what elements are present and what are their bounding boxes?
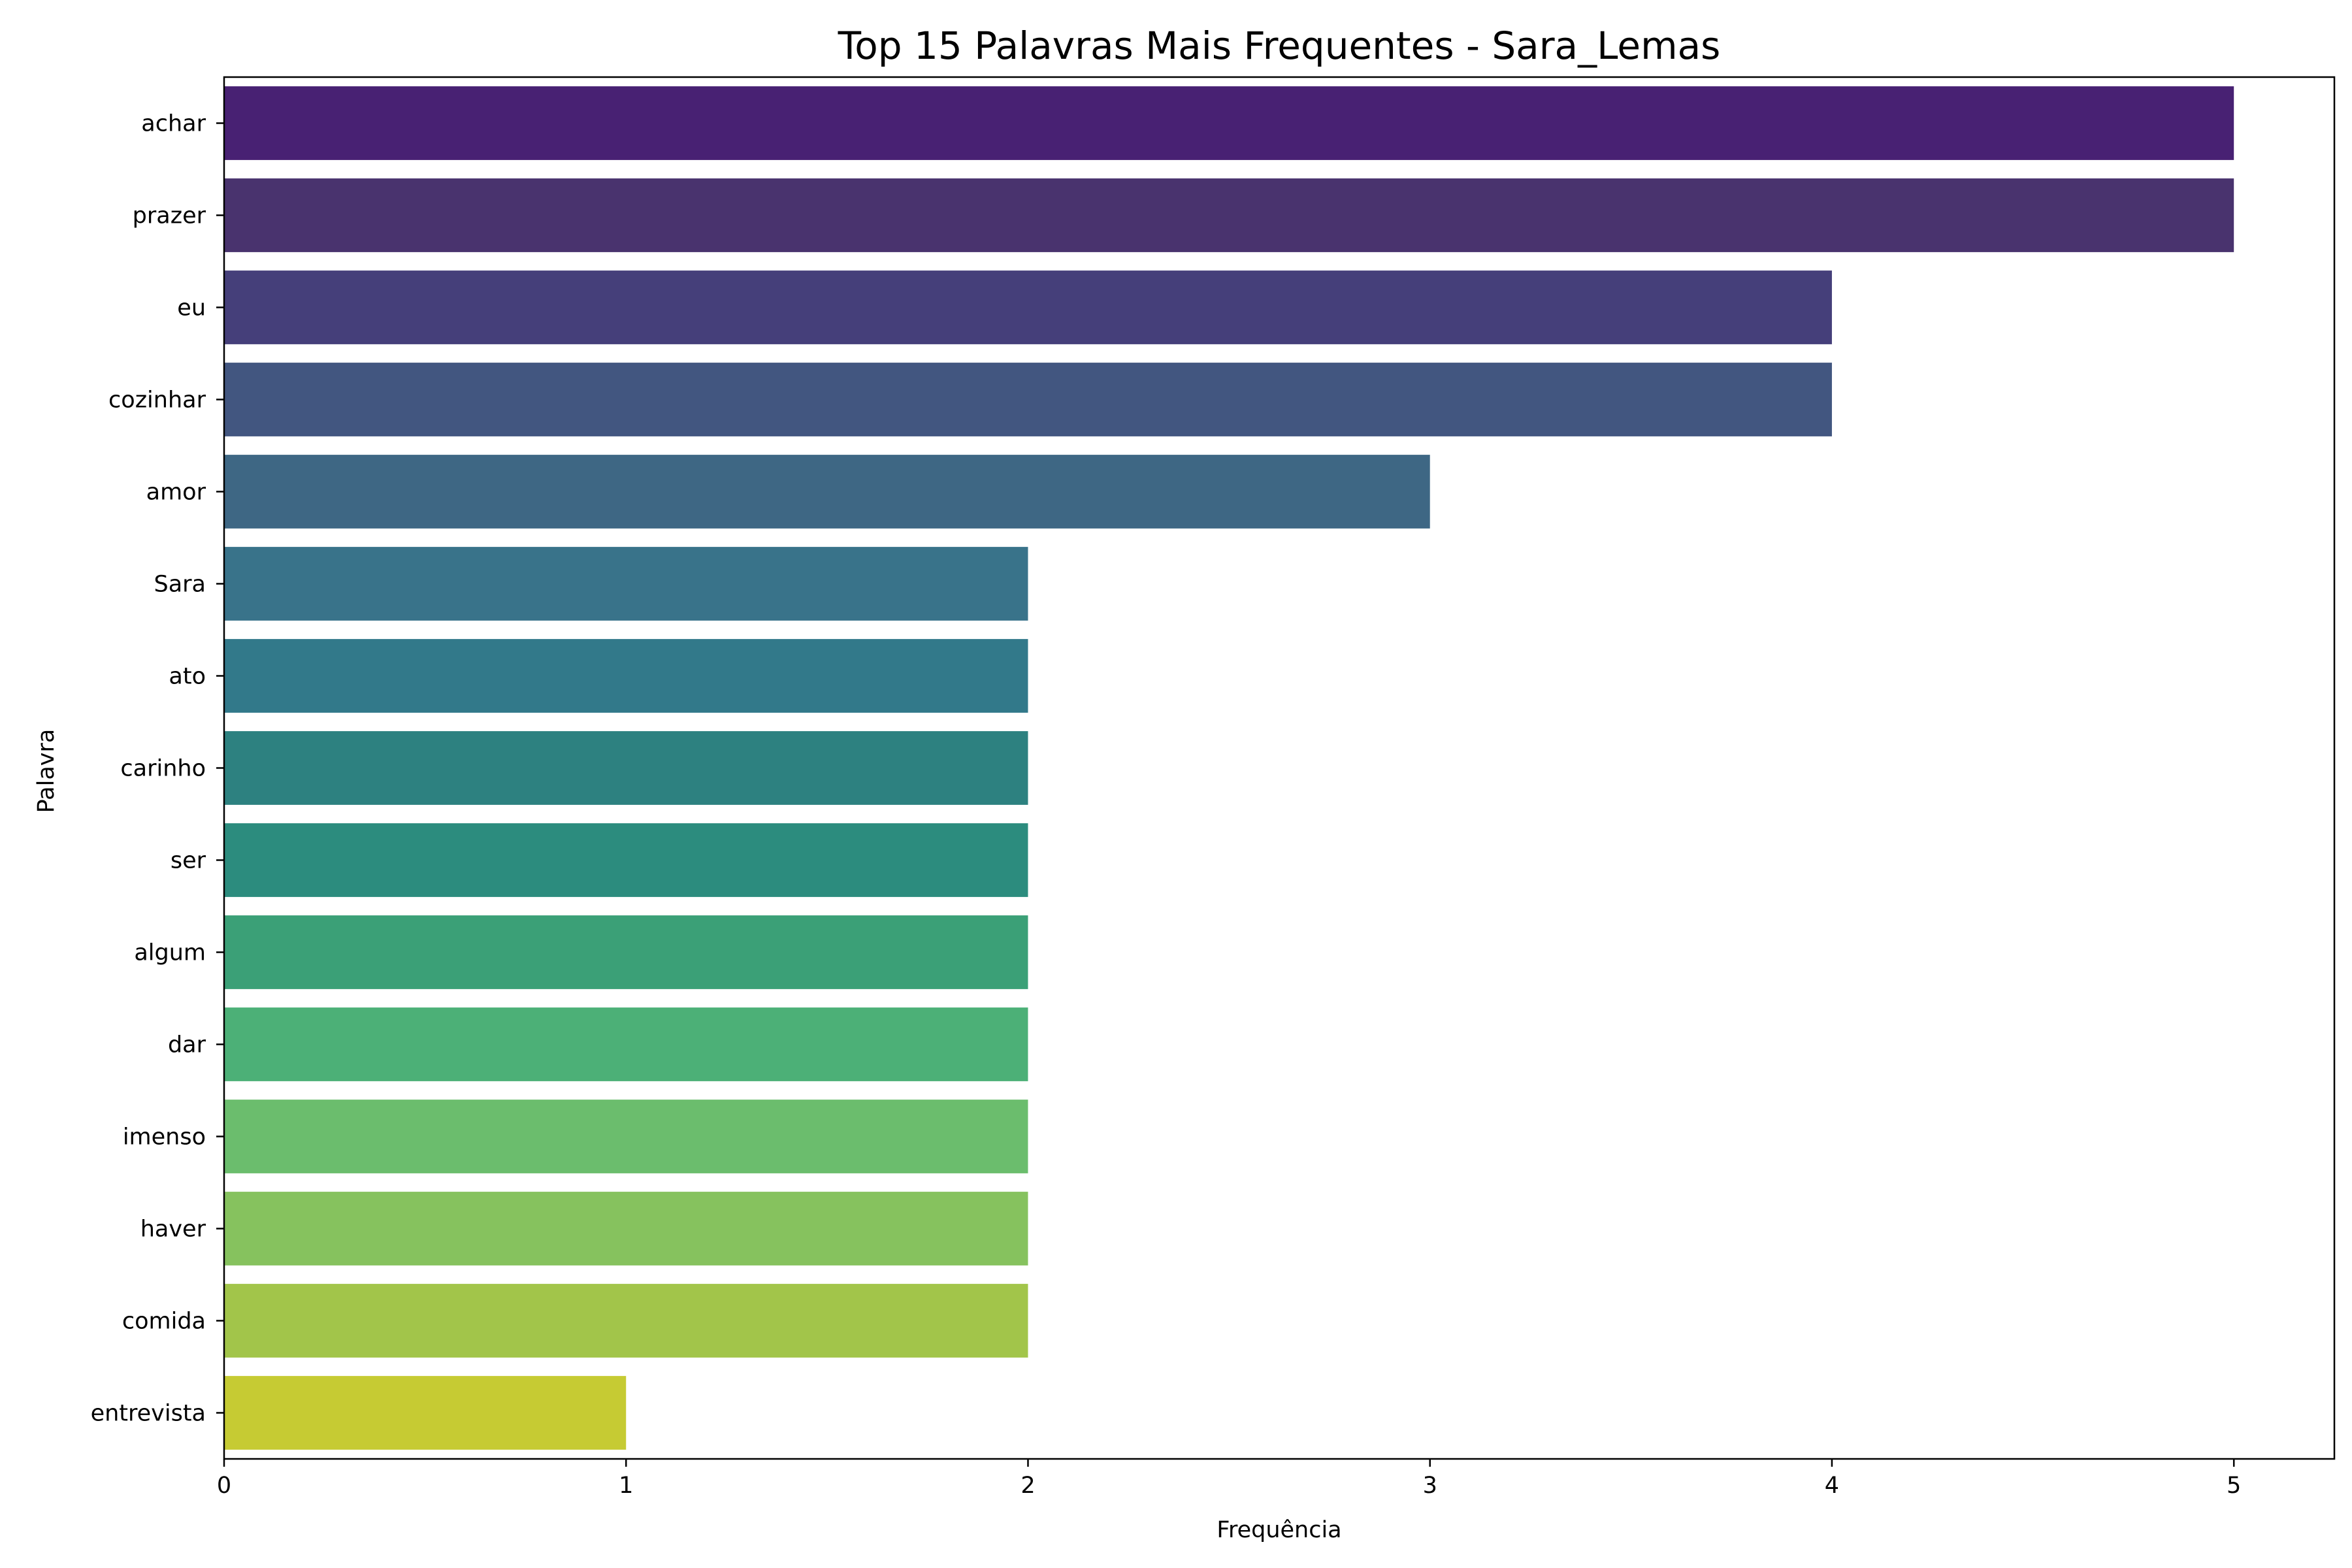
bar-sara bbox=[224, 547, 1028, 621]
x-axis-label: Frequência bbox=[1217, 1517, 1341, 1543]
bar-amor bbox=[224, 455, 1430, 529]
y-tick-label: prazer bbox=[133, 203, 206, 229]
y-tick-label: dar bbox=[168, 1032, 206, 1058]
chart-title: Top 15 Palavras Mais Frequentes - Sara_L… bbox=[838, 24, 1721, 68]
y-tick-label: algum bbox=[134, 940, 206, 966]
y-tick-label: ser bbox=[171, 848, 206, 874]
y-tick-label: haver bbox=[140, 1217, 206, 1243]
bars-group bbox=[224, 86, 2234, 1450]
bar-comida bbox=[224, 1284, 1028, 1358]
y-tick-label: achar bbox=[141, 111, 206, 137]
bar-achar bbox=[224, 86, 2234, 160]
bar-haver bbox=[224, 1192, 1028, 1266]
bar-algum bbox=[224, 915, 1028, 989]
y-tick-label: imenso bbox=[123, 1124, 206, 1151]
y-tick-label: carinho bbox=[120, 756, 206, 782]
bar-prazer bbox=[224, 178, 2234, 252]
plot-frame bbox=[223, 76, 2336, 1460]
x-axis-ticks: 0 1 2 3 4 5 bbox=[217, 1459, 2241, 1499]
x-tick-label: 0 bbox=[217, 1473, 231, 1499]
bar-ser bbox=[224, 823, 1028, 897]
bar-imenso bbox=[224, 1100, 1028, 1173]
x-tick-label: 1 bbox=[619, 1473, 633, 1499]
bar-cozinhar bbox=[224, 363, 1832, 436]
bar-dar bbox=[224, 1007, 1028, 1081]
bar-eu bbox=[224, 270, 1832, 344]
x-tick-label: 4 bbox=[1825, 1473, 1839, 1499]
y-tick-label: cozinhar bbox=[108, 387, 206, 414]
y-tick-label: Sara bbox=[154, 572, 206, 598]
y-axis-label: Palavra bbox=[33, 729, 59, 813]
bar-ato bbox=[224, 639, 1028, 713]
x-tick-label: 3 bbox=[1423, 1473, 1437, 1499]
y-tick-label: comida bbox=[122, 1309, 206, 1335]
x-tick-label: 2 bbox=[1021, 1473, 1035, 1499]
y-tick-label: ato bbox=[169, 664, 206, 690]
bar-entrevista bbox=[224, 1376, 627, 1450]
y-tick-label: eu bbox=[177, 295, 206, 321]
bar-carinho bbox=[224, 731, 1028, 805]
y-tick-label: amor bbox=[146, 480, 206, 506]
x-tick-label: 5 bbox=[2227, 1473, 2241, 1499]
y-axis-ticks: achar prazer eu cozinhar amor Sara ato carinho s… bbox=[91, 111, 224, 1427]
y-tick-label: entrevista bbox=[91, 1401, 206, 1427]
